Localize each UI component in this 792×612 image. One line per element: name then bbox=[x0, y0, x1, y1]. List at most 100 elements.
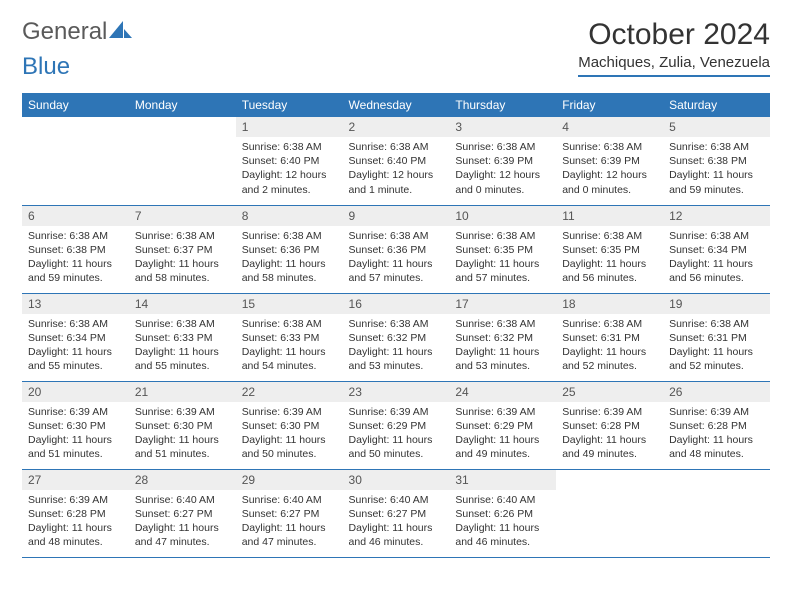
day-number: 19 bbox=[663, 294, 770, 314]
day-content: Sunrise: 6:39 AMSunset: 6:30 PMDaylight:… bbox=[236, 402, 343, 468]
day-number: 11 bbox=[556, 206, 663, 226]
calendar-cell: 2Sunrise: 6:38 AMSunset: 6:40 PMDaylight… bbox=[343, 117, 450, 205]
logo: General bbox=[22, 18, 133, 46]
calendar-cell: 4Sunrise: 6:38 AMSunset: 6:39 PMDaylight… bbox=[556, 117, 663, 205]
day-number: 15 bbox=[236, 294, 343, 314]
day-content: Sunrise: 6:40 AMSunset: 6:26 PMDaylight:… bbox=[449, 490, 556, 556]
calendar-row: 27Sunrise: 6:39 AMSunset: 6:28 PMDayligh… bbox=[22, 469, 770, 557]
day-number: 16 bbox=[343, 294, 450, 314]
weekday-header: Saturday bbox=[663, 93, 770, 117]
day-number: 24 bbox=[449, 382, 556, 402]
weekday-header: Monday bbox=[129, 93, 236, 117]
calendar-cell: 24Sunrise: 6:39 AMSunset: 6:29 PMDayligh… bbox=[449, 381, 556, 469]
day-content: Sunrise: 6:39 AMSunset: 6:29 PMDaylight:… bbox=[343, 402, 450, 468]
day-number: 5 bbox=[663, 117, 770, 137]
day-content: Sunrise: 6:39 AMSunset: 6:30 PMDaylight:… bbox=[129, 402, 236, 468]
calendar-cell: 25Sunrise: 6:39 AMSunset: 6:28 PMDayligh… bbox=[556, 381, 663, 469]
day-number: 27 bbox=[22, 470, 129, 490]
day-content: Sunrise: 6:39 AMSunset: 6:30 PMDaylight:… bbox=[22, 402, 129, 468]
calendar-cell: 20Sunrise: 6:39 AMSunset: 6:30 PMDayligh… bbox=[22, 381, 129, 469]
day-content: Sunrise: 6:38 AMSunset: 6:34 PMDaylight:… bbox=[22, 314, 129, 380]
calendar-cell: 13Sunrise: 6:38 AMSunset: 6:34 PMDayligh… bbox=[22, 293, 129, 381]
calendar-cell: 30Sunrise: 6:40 AMSunset: 6:27 PMDayligh… bbox=[343, 469, 450, 557]
logo-text-1: General bbox=[22, 18, 107, 46]
calendar-cell: 28Sunrise: 6:40 AMSunset: 6:27 PMDayligh… bbox=[129, 469, 236, 557]
day-number: 8 bbox=[236, 206, 343, 226]
day-content: Sunrise: 6:40 AMSunset: 6:27 PMDaylight:… bbox=[343, 490, 450, 556]
day-content: Sunrise: 6:38 AMSunset: 6:35 PMDaylight:… bbox=[449, 226, 556, 292]
calendar-cell: 10Sunrise: 6:38 AMSunset: 6:35 PMDayligh… bbox=[449, 205, 556, 293]
day-number: 31 bbox=[449, 470, 556, 490]
day-content: Sunrise: 6:39 AMSunset: 6:28 PMDaylight:… bbox=[663, 402, 770, 468]
day-content: Sunrise: 6:38 AMSunset: 6:38 PMDaylight:… bbox=[22, 226, 129, 292]
day-number: 1 bbox=[236, 117, 343, 137]
calendar-cell: 9Sunrise: 6:38 AMSunset: 6:36 PMDaylight… bbox=[343, 205, 450, 293]
day-content: Sunrise: 6:38 AMSunset: 6:32 PMDaylight:… bbox=[343, 314, 450, 380]
day-content: Sunrise: 6:39 AMSunset: 6:29 PMDaylight:… bbox=[449, 402, 556, 468]
calendar-cell bbox=[22, 117, 129, 205]
day-content: Sunrise: 6:40 AMSunset: 6:27 PMDaylight:… bbox=[129, 490, 236, 556]
day-number: 10 bbox=[449, 206, 556, 226]
calendar-cell bbox=[663, 469, 770, 557]
calendar-cell: 8Sunrise: 6:38 AMSunset: 6:36 PMDaylight… bbox=[236, 205, 343, 293]
day-number: 20 bbox=[22, 382, 129, 402]
calendar-table: Sunday Monday Tuesday Wednesday Thursday… bbox=[22, 93, 770, 558]
weekday-header-row: Sunday Monday Tuesday Wednesday Thursday… bbox=[22, 93, 770, 117]
day-number: 9 bbox=[343, 206, 450, 226]
day-content: Sunrise: 6:40 AMSunset: 6:27 PMDaylight:… bbox=[236, 490, 343, 556]
day-number: 13 bbox=[22, 294, 129, 314]
day-content: Sunrise: 6:38 AMSunset: 6:33 PMDaylight:… bbox=[236, 314, 343, 380]
calendar-row: 20Sunrise: 6:39 AMSunset: 6:30 PMDayligh… bbox=[22, 381, 770, 469]
calendar-cell: 27Sunrise: 6:39 AMSunset: 6:28 PMDayligh… bbox=[22, 469, 129, 557]
weekday-header: Wednesday bbox=[343, 93, 450, 117]
day-number: 3 bbox=[449, 117, 556, 137]
calendar-cell: 16Sunrise: 6:38 AMSunset: 6:32 PMDayligh… bbox=[343, 293, 450, 381]
calendar-cell: 23Sunrise: 6:39 AMSunset: 6:29 PMDayligh… bbox=[343, 381, 450, 469]
calendar-cell: 18Sunrise: 6:38 AMSunset: 6:31 PMDayligh… bbox=[556, 293, 663, 381]
logo-text-2: Blue bbox=[22, 53, 70, 80]
day-number: 7 bbox=[129, 206, 236, 226]
day-number: 21 bbox=[129, 382, 236, 402]
day-number: 6 bbox=[22, 206, 129, 226]
day-content: Sunrise: 6:38 AMSunset: 6:31 PMDaylight:… bbox=[663, 314, 770, 380]
calendar-cell: 29Sunrise: 6:40 AMSunset: 6:27 PMDayligh… bbox=[236, 469, 343, 557]
day-number: 18 bbox=[556, 294, 663, 314]
day-content: Sunrise: 6:38 AMSunset: 6:39 PMDaylight:… bbox=[449, 137, 556, 203]
day-number: 17 bbox=[449, 294, 556, 314]
day-number: 30 bbox=[343, 470, 450, 490]
day-content: Sunrise: 6:38 AMSunset: 6:37 PMDaylight:… bbox=[129, 226, 236, 292]
calendar-cell bbox=[556, 469, 663, 557]
calendar-cell: 12Sunrise: 6:38 AMSunset: 6:34 PMDayligh… bbox=[663, 205, 770, 293]
calendar-cell: 26Sunrise: 6:39 AMSunset: 6:28 PMDayligh… bbox=[663, 381, 770, 469]
day-number: 14 bbox=[129, 294, 236, 314]
day-content: Sunrise: 6:38 AMSunset: 6:39 PMDaylight:… bbox=[556, 137, 663, 203]
day-content: Sunrise: 6:38 AMSunset: 6:40 PMDaylight:… bbox=[236, 137, 343, 203]
day-content: Sunrise: 6:38 AMSunset: 6:33 PMDaylight:… bbox=[129, 314, 236, 380]
day-content: Sunrise: 6:38 AMSunset: 6:36 PMDaylight:… bbox=[343, 226, 450, 292]
day-content: Sunrise: 6:38 AMSunset: 6:40 PMDaylight:… bbox=[343, 137, 450, 203]
day-content: Sunrise: 6:39 AMSunset: 6:28 PMDaylight:… bbox=[22, 490, 129, 556]
calendar-cell: 21Sunrise: 6:39 AMSunset: 6:30 PMDayligh… bbox=[129, 381, 236, 469]
month-title: October 2024 bbox=[578, 18, 770, 52]
calendar-body: 1Sunrise: 6:38 AMSunset: 6:40 PMDaylight… bbox=[22, 117, 770, 557]
day-number: 26 bbox=[663, 382, 770, 402]
day-content: Sunrise: 6:38 AMSunset: 6:36 PMDaylight:… bbox=[236, 226, 343, 292]
day-content: Sunrise: 6:38 AMSunset: 6:35 PMDaylight:… bbox=[556, 226, 663, 292]
day-number: 23 bbox=[343, 382, 450, 402]
day-number: 25 bbox=[556, 382, 663, 402]
weekday-header: Sunday bbox=[22, 93, 129, 117]
calendar-cell: 6Sunrise: 6:38 AMSunset: 6:38 PMDaylight… bbox=[22, 205, 129, 293]
calendar-cell: 19Sunrise: 6:38 AMSunset: 6:31 PMDayligh… bbox=[663, 293, 770, 381]
day-number: 2 bbox=[343, 117, 450, 137]
logo-sail-icon bbox=[109, 18, 133, 46]
day-content: Sunrise: 6:39 AMSunset: 6:28 PMDaylight:… bbox=[556, 402, 663, 468]
day-number: 4 bbox=[556, 117, 663, 137]
calendar-row: 13Sunrise: 6:38 AMSunset: 6:34 PMDayligh… bbox=[22, 293, 770, 381]
day-content: Sunrise: 6:38 AMSunset: 6:34 PMDaylight:… bbox=[663, 226, 770, 292]
calendar-cell: 14Sunrise: 6:38 AMSunset: 6:33 PMDayligh… bbox=[129, 293, 236, 381]
calendar-cell: 7Sunrise: 6:38 AMSunset: 6:37 PMDaylight… bbox=[129, 205, 236, 293]
calendar-cell: 3Sunrise: 6:38 AMSunset: 6:39 PMDaylight… bbox=[449, 117, 556, 205]
day-number: 12 bbox=[663, 206, 770, 226]
calendar-cell: 1Sunrise: 6:38 AMSunset: 6:40 PMDaylight… bbox=[236, 117, 343, 205]
weekday-header: Friday bbox=[556, 93, 663, 117]
